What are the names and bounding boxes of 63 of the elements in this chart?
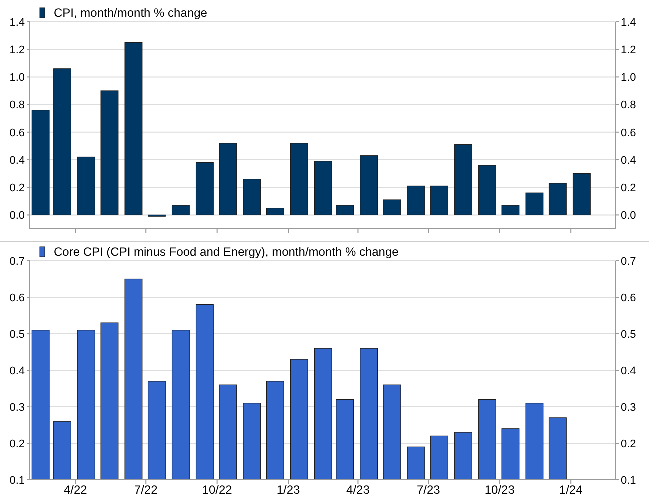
y2-tick-label: 1.4: [621, 16, 636, 29]
bar: [314, 161, 332, 216]
x-tick-label: 1/24: [559, 483, 584, 497]
y2-tick-label: 0.0: [621, 210, 636, 222]
x-tick-label: 4/23: [346, 483, 370, 497]
bar: [78, 156, 96, 216]
y-tick-label: 0.7: [10, 256, 25, 268]
bar: [502, 205, 520, 216]
x-tick-label: 10/23: [484, 483, 516, 497]
y2-tick-label: 0.2: [621, 438, 636, 450]
bar: [526, 192, 544, 216]
bar: [572, 174, 591, 216]
y-tick-label: 0.6: [10, 127, 25, 140]
y-tick-label: 0.6: [10, 292, 25, 304]
y-tick-label: 0.2: [10, 182, 25, 194]
y-tick-label: 0.4: [10, 154, 25, 167]
bar: [383, 200, 402, 216]
bar: [407, 186, 426, 216]
legend-label: CPI, month/month % change: [54, 6, 208, 20]
bar: [54, 68, 72, 216]
y-tick-label: 0.3: [10, 402, 25, 414]
y-tick-label: 0.1: [10, 474, 25, 487]
y2-tick-label: 0.6: [621, 127, 636, 140]
y2-tick-label: 0.6: [621, 292, 636, 304]
x-tick-label: 4/22: [64, 483, 88, 497]
bar: [478, 165, 496, 216]
y2-tick-label: 0.7: [621, 256, 636, 268]
y2-tick-label: 0.2: [621, 182, 636, 194]
x-tick-label: 1/23: [276, 483, 301, 497]
bar: [219, 143, 238, 216]
y2-tick-label: 0.4: [621, 365, 636, 378]
x-tick-label: 10/22: [202, 483, 233, 497]
y2-tick-label: 0.4: [621, 154, 636, 167]
y-tick-label: 1.4: [10, 16, 25, 29]
bar: [548, 183, 567, 216]
bar: [336, 205, 354, 216]
bar: [243, 179, 262, 216]
y2-tick-label: 1.0: [621, 72, 636, 84]
bar: [430, 186, 448, 216]
bar: [266, 208, 284, 216]
bar: [172, 205, 190, 216]
y2-tick-label: 0.3: [621, 402, 636, 414]
bar: [100, 90, 119, 216]
y2-tick-label: 0.8: [621, 100, 636, 112]
y-tick-label: 1.2: [10, 44, 25, 56]
bar: [290, 143, 308, 216]
y2-tick-label: 0.5: [621, 328, 636, 341]
bar: [454, 144, 472, 216]
bar: [32, 110, 50, 216]
x-tick-label: 7/23: [416, 483, 441, 497]
y2-tick-label: 0.1: [621, 474, 636, 487]
legend-label: Core CPI (CPI minus Food and Energy), month/month % change: [54, 245, 400, 259]
bar: [124, 42, 143, 216]
bar: [196, 162, 214, 216]
y-tick-label: 1.0: [10, 72, 25, 84]
y2-tick-label: 1.2: [621, 44, 636, 56]
y-tick-label: 0.5: [10, 328, 25, 341]
y-tick-label: 0.8: [10, 100, 25, 112]
y-tick-label: 0.0: [10, 210, 25, 222]
bar: [360, 156, 378, 216]
y-tick-label: 0.2: [10, 438, 25, 450]
y-tick-label: 0.4: [10, 365, 25, 378]
x-tick-label: 7/22: [134, 483, 158, 497]
